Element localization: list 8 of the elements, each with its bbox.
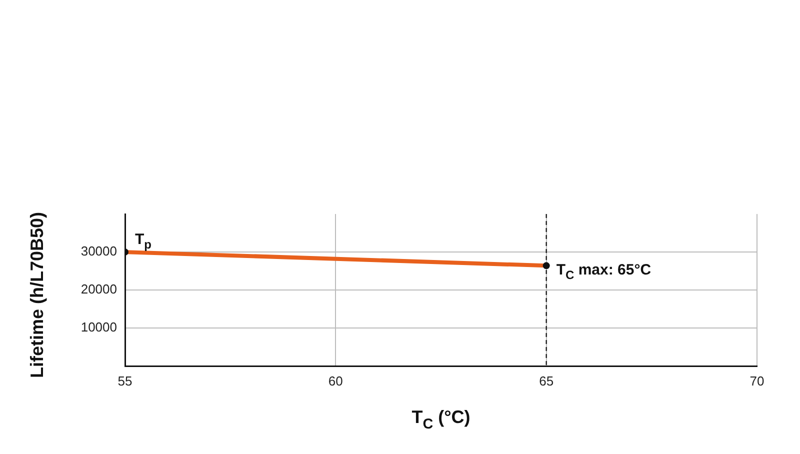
x-tick-label: 70 (750, 373, 764, 388)
y-tick-label: 10000 (80, 320, 117, 335)
x-tick-label: 60 (328, 373, 343, 388)
y-axis-title: Lifetime (h/L70B50) (27, 212, 47, 378)
x-tick-label: 55 (118, 373, 132, 388)
x-tick-label: 65 (539, 373, 554, 388)
y-tick-label: 20000 (80, 282, 117, 297)
y-tick-label: 30000 (80, 244, 117, 259)
